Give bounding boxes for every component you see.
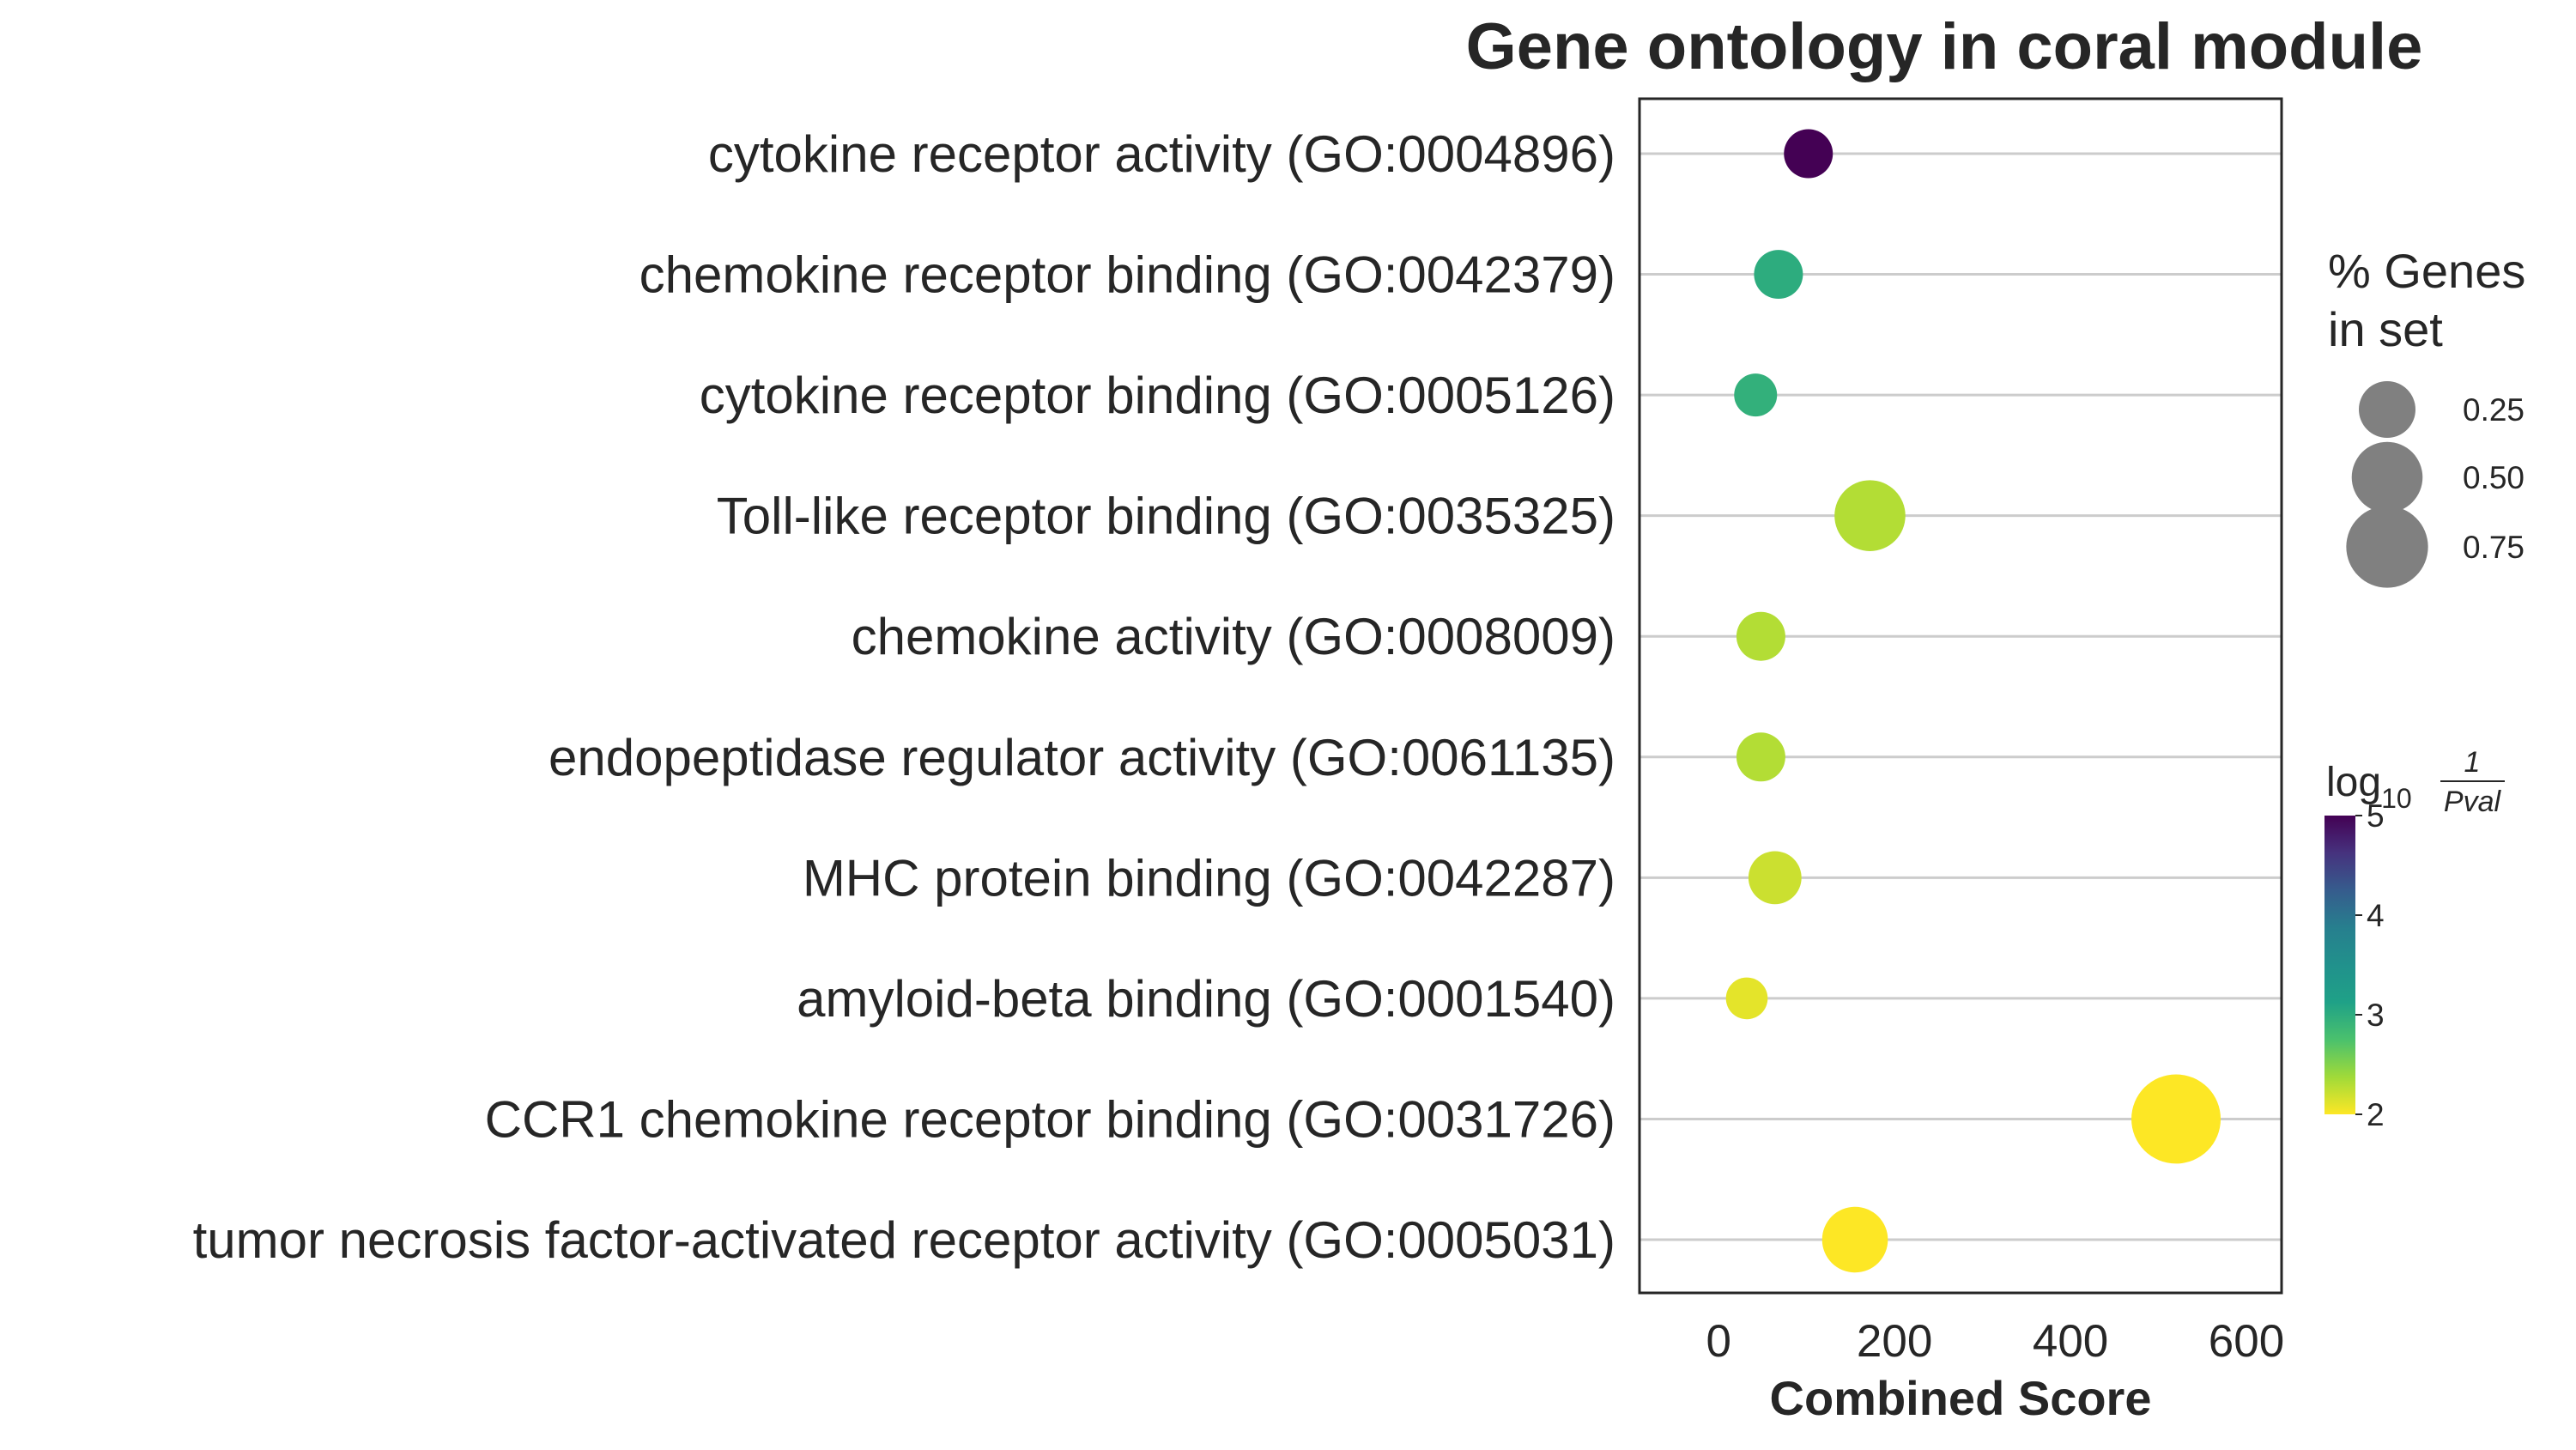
data-point [1821,1206,1888,1273]
colorbar-title-numerator: 1 [2464,746,2481,779]
size-legend-marker [2351,441,2423,513]
size-legend-title-line1: % Genes [2328,244,2525,298]
y-tick-label: cytokine receptor binding (GO:0005126) [700,367,1615,424]
x-tick-label: 600 [2209,1316,2284,1367]
data-point [1736,732,1785,782]
colorbar-title: log10 [2326,760,2412,814]
size-legend-label: 0.75 [2463,530,2524,565]
y-tick-label: chemokine receptor binding (GO:0042379) [639,246,1615,304]
data-point [1754,250,1803,300]
x-tick-labels: 0 200 400 600 [1706,1316,2284,1367]
data-point [1784,129,1834,179]
size-legend-label: 0.25 [2463,392,2524,428]
plot-frame [1638,97,2283,1295]
data-point [1748,851,1802,905]
data-point [1734,373,1778,417]
y-tick-label: cytokine receptor activity (GO:0004896) [708,125,1615,183]
size-legend-marker [2359,381,2415,438]
y-tick-labels: cytokine receptor activity (GO:0004896) c… [193,125,1615,1269]
x-axis-label: Combined Score [1770,1371,2152,1425]
data-point [1725,977,1768,1020]
x-tick-label: 0 [1706,1316,1730,1367]
data-points [1725,129,2221,1273]
colorbar-tick-label: 4 [2367,898,2385,933]
x-tick-label: 400 [2033,1316,2108,1367]
y-tick-label: MHC protein binding (GO:0042287) [803,849,1615,907]
colorbar-tick-label: 2 [2367,1097,2385,1132]
colorbar-tick-label: 3 [2367,998,2385,1033]
colorbar-title-base: 10 [2381,783,2412,814]
y-tick-label: endopeptidase regulator activity (GO:006… [549,729,1615,786]
colorbar-gradient [2324,816,2355,1114]
x-tick-label: 200 [1857,1316,1932,1367]
colorbar: log10 1 Pval 2 3 4 5 [2324,746,2505,1132]
y-tick-label: chemokine activity (GO:0008009) [852,608,1615,665]
y-tick-label: Toll-like receptor binding (GO:0035325) [717,488,1615,545]
data-point [2131,1074,2221,1164]
size-legend-title-line2: in set [2328,302,2443,356]
colorbar-title-denominator: Pval [2444,786,2502,818]
data-point [1736,611,1785,661]
size-legend: % Genes in set 0.25 0.50 0.75 [2328,244,2525,588]
colorbar-title-log: log [2326,760,2381,805]
size-legend-marker [2346,506,2428,588]
chart-title: Gene ontology in coral module [1466,10,2423,83]
y-tick-label: tumor necrosis factor-activated receptor… [193,1211,1615,1269]
y-tick-label: CCR1 chemokine receptor binding (GO:0031… [485,1090,1615,1148]
size-legend-label: 0.50 [2463,460,2524,495]
data-point [1834,480,1906,551]
colorbar-tick-label: 5 [2367,798,2385,834]
y-tick-label: amyloid-beta binding (GO:0001540) [797,970,1615,1028]
